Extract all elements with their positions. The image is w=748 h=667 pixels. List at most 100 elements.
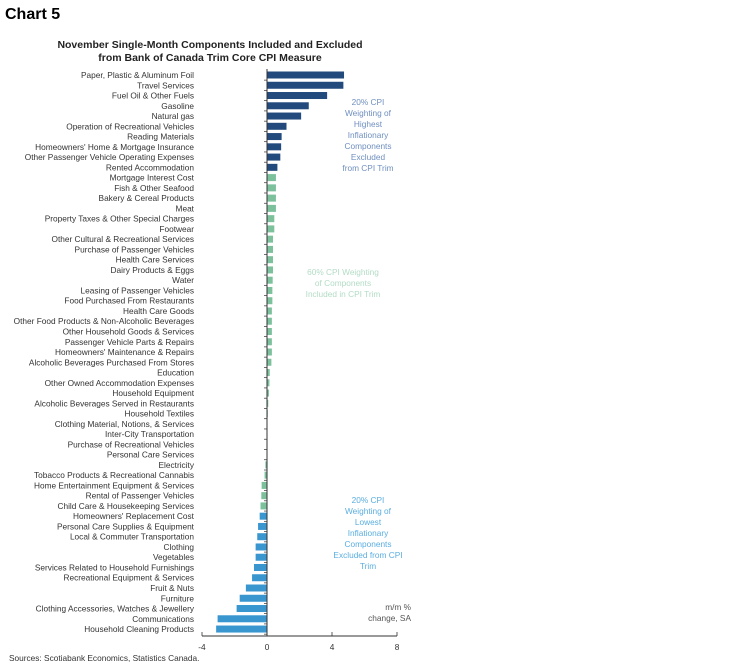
bar (267, 133, 282, 141)
bar (267, 348, 272, 356)
bar (267, 399, 269, 407)
bar (236, 605, 267, 613)
category-label: Services Related to Household Furnishing… (35, 562, 194, 572)
unit-label: m/m % (385, 602, 411, 612)
bar (258, 522, 267, 530)
category-label: Other Food Products & Non-Alcoholic Beve… (14, 316, 194, 326)
category-label: Purchase of Recreational Vehicles (68, 439, 194, 449)
category-label: Inter-City Transportation (105, 429, 194, 439)
group-annotation: Weighting of (345, 108, 392, 118)
bar (267, 328, 272, 335)
category-label: Other Owned Accommodation Expenses (45, 378, 194, 388)
bar (267, 71, 345, 79)
bar (267, 194, 276, 202)
x-tick-label: 4 (330, 642, 335, 652)
category-label: Home Entertainment Equipment & Services (34, 480, 194, 490)
category-label: Clothing Material, Notions, & Services (55, 419, 194, 429)
category-label: Gasoline (161, 101, 194, 111)
category-label: Fruit & Nuts (150, 583, 194, 593)
bar (267, 266, 274, 274)
bar (267, 379, 270, 387)
bar (265, 461, 267, 469)
category-label: Tobacco Products & Recreational Cannabis (34, 470, 194, 480)
category-label: Communications (132, 614, 194, 624)
bar (267, 174, 276, 182)
category-label: Footwear (159, 224, 194, 234)
group-annotation: from CPI Trim (342, 163, 393, 173)
category-label: Other Passenger Vehicle Operating Expens… (25, 152, 194, 162)
category-label: Passenger Vehicle Parts & Repairs (65, 337, 194, 347)
source-note: Sources: Scotiabank Economics, Statistic… (9, 653, 199, 663)
category-label: Meat (176, 203, 195, 213)
bar (267, 338, 272, 346)
x-tick-label: 8 (395, 642, 400, 652)
category-label: Local & Commuter Transportation (70, 532, 194, 542)
category-label: Alcoholic Beverages Served in Restaurant… (34, 398, 194, 408)
group-annotation: Highest (354, 119, 383, 129)
chart-number-label: Chart 5 (5, 6, 61, 23)
category-label: Natural gas (152, 111, 194, 121)
category-label: Leasing of Passenger Vehicles (81, 285, 194, 295)
bar (267, 153, 281, 161)
group-annotation: Included in CPI Trim (306, 289, 381, 299)
bar (261, 492, 267, 500)
category-label: Paper, Plastic & Aluminum Foil (81, 70, 194, 80)
bar (267, 276, 273, 284)
category-label: Household Cleaning Products (84, 624, 194, 634)
bar (267, 143, 282, 151)
group-annotation: Inflationary (348, 528, 389, 538)
bar (267, 235, 274, 243)
category-label: Household Equipment (112, 388, 194, 398)
bar (254, 563, 267, 571)
category-label: Household Textiles (125, 409, 195, 419)
bar (267, 389, 269, 397)
category-label: Water (172, 275, 194, 285)
category-label: Bakery & Cereal Products (99, 193, 194, 203)
x-tick-label: -4 (198, 642, 206, 652)
category-label: Alcoholic Beverages Purchased From Store… (29, 357, 194, 367)
category-label: Homeowners' Replacement Cost (73, 511, 195, 521)
bar (255, 553, 267, 561)
category-label: Clothing Accessories, Watches & Jeweller… (36, 604, 195, 614)
bar (245, 584, 267, 592)
bar (239, 594, 267, 602)
group-annotation: Lowest (355, 517, 382, 527)
category-label: Rental of Passenger Vehicles (86, 491, 194, 501)
bar (267, 92, 328, 100)
bar (267, 245, 274, 253)
category-label: Electricity (159, 460, 195, 470)
x-tick-label: 0 (265, 642, 270, 652)
category-label: Homeowners' Home & Mortgage Insurance (35, 142, 194, 152)
group-annotation: Excluded (351, 152, 386, 162)
bar (255, 543, 267, 551)
bar (267, 163, 278, 171)
category-label: Fish & Other Seafood (114, 183, 194, 193)
chart-title: November Single-Month Components Include… (57, 39, 362, 51)
category-label: Food Purchased From Restaurants (64, 296, 194, 306)
category-label: Education (157, 368, 194, 378)
bar (252, 574, 267, 582)
bar (216, 625, 267, 633)
category-label: Homeowners' Maintenance & Repairs (55, 347, 194, 357)
category-label: Clothing (164, 542, 195, 552)
category-label: Rented Accommodation (106, 162, 194, 172)
group-annotation: Excluded from CPI (333, 550, 402, 560)
bar (267, 184, 276, 192)
group-annotation: Components (344, 539, 391, 549)
category-label: Personal Care Services (107, 450, 194, 460)
bar (267, 81, 344, 89)
category-label: Dairy Products & Eggs (111, 265, 194, 275)
category-label: Other Household Goods & Services (63, 327, 194, 337)
unit-label: change, SA (368, 613, 411, 623)
bar (267, 369, 270, 377)
category-label: Mortgage Interest Cost (110, 173, 195, 183)
group-annotation: 20% CPI (352, 97, 385, 107)
bar (267, 122, 287, 130)
category-label: Purchase of Passenger Vehicles (75, 244, 194, 254)
bar (267, 225, 275, 233)
category-label: Personal Care Supplies & Equipment (57, 521, 195, 531)
bar (267, 307, 272, 315)
category-label: Child Care & Housekeeping Services (57, 501, 194, 511)
category-label: Reading Materials (127, 132, 194, 142)
